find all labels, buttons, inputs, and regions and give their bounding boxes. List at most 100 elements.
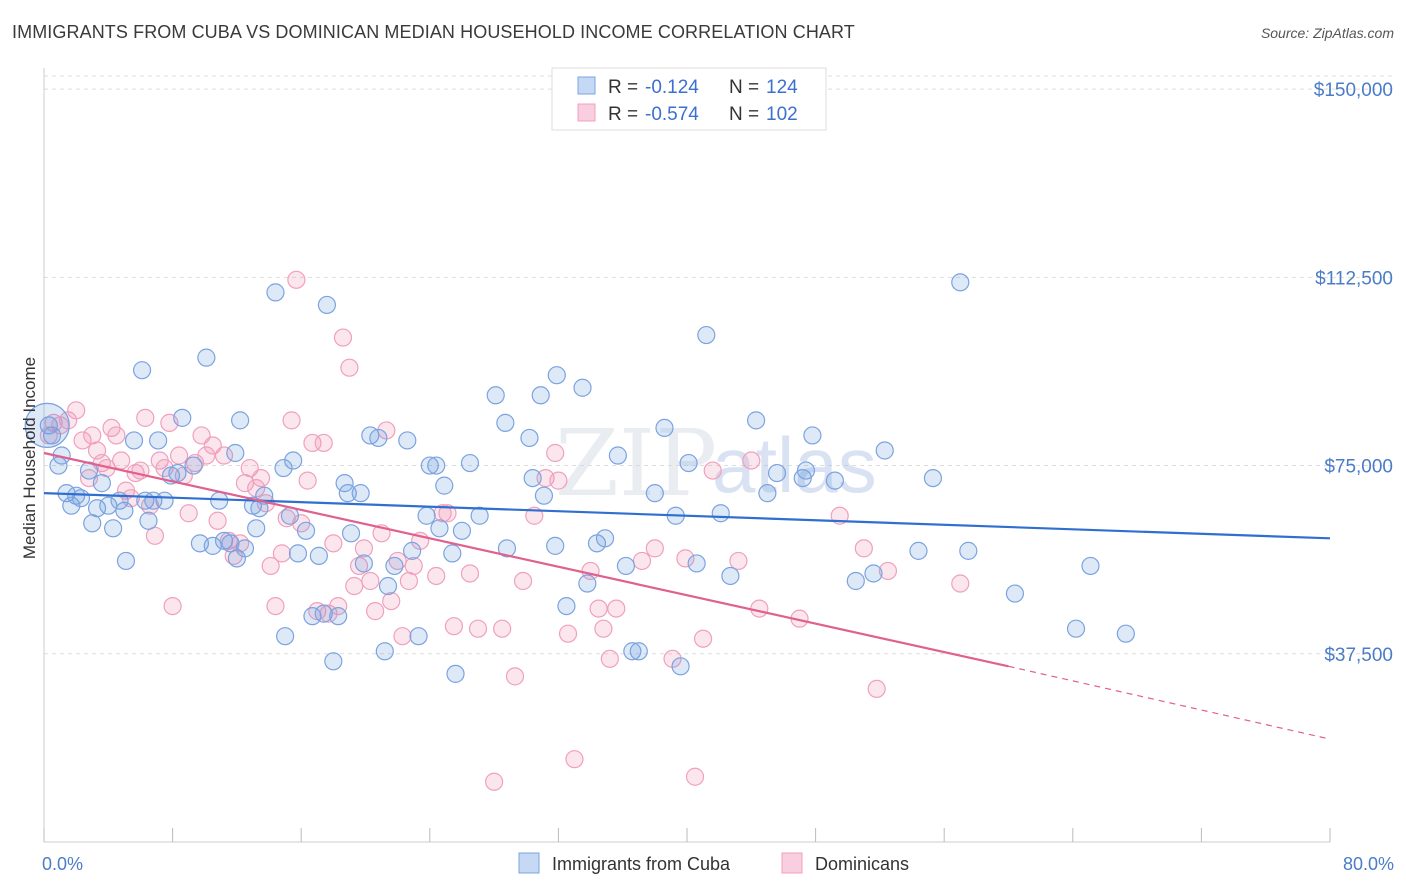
point-cuba — [197, 348, 216, 367]
point-cuba — [341, 524, 361, 543]
point-dominican — [277, 509, 296, 528]
point-dominican — [169, 446, 189, 465]
legend-swatch-cuba — [577, 76, 596, 95]
point-cuba — [369, 428, 388, 448]
point-cuba — [403, 541, 422, 560]
point-dominican — [107, 426, 126, 445]
legend-n-label-dominican: N = — [729, 104, 759, 125]
point-dominican — [399, 571, 419, 591]
point-cuba — [671, 657, 690, 676]
y-axis-label: Median Household Income — [20, 357, 39, 559]
point-dominican — [333, 328, 353, 347]
point-cuba — [546, 536, 565, 555]
point-dominican — [485, 772, 504, 791]
point-cuba — [409, 627, 428, 646]
point-cuba — [124, 431, 144, 450]
point-cuba — [62, 496, 81, 515]
bottom-legend-label-cuba: Immigrants from Cuba — [552, 854, 731, 874]
point-dominican — [685, 767, 705, 786]
point-cuba — [531, 386, 550, 405]
point-cuba — [721, 566, 740, 586]
point-cuba — [875, 441, 894, 460]
point-cuba — [520, 428, 539, 448]
point-dominican — [287, 270, 306, 289]
point-cuba — [758, 484, 777, 503]
point-cuba — [184, 456, 203, 475]
watermark-atlas: atlas — [712, 421, 877, 509]
point-dominican — [298, 471, 317, 490]
point-cuba — [231, 411, 250, 430]
point-dominican — [314, 433, 333, 453]
point-cuba — [398, 431, 417, 450]
point-cuba — [767, 463, 787, 483]
point-dominican — [208, 511, 227, 530]
point-cuba — [1005, 584, 1025, 603]
point-dominican — [393, 627, 412, 646]
point-cuba — [385, 556, 404, 576]
y-tick-label: $37,500 — [1324, 645, 1393, 666]
point-cuba — [335, 474, 354, 493]
point-dominican — [493, 619, 512, 638]
point-cuba — [92, 474, 111, 493]
x-tick-min: 0.0% — [42, 854, 83, 874]
point-dominican — [703, 461, 722, 480]
point-dominican — [607, 599, 626, 618]
y-tick-label: $75,000 — [1324, 457, 1393, 478]
legend: R = -0.124 N = 124 R = -0.574 N = 102 — [551, 67, 827, 131]
source-credit: Source: ZipAtlas.com — [1260, 25, 1394, 41]
gridlines — [44, 75, 1393, 655]
point-cuba-cluster — [24, 402, 70, 448]
point-dominican — [251, 468, 271, 488]
point-dominican — [145, 526, 165, 545]
point-dominican — [266, 596, 285, 616]
point-cuba — [317, 295, 337, 315]
point-cuba — [645, 484, 664, 503]
point-cuba — [608, 446, 627, 465]
point-cuba — [578, 574, 597, 593]
point-cuba — [711, 504, 730, 523]
legend-swatch-dominican — [577, 103, 596, 122]
point-dominican — [693, 629, 713, 648]
point-dominican — [404, 556, 423, 576]
point-cuba — [354, 554, 373, 573]
point-dominican — [438, 504, 457, 523]
point-cuba — [288, 544, 308, 563]
legend-n-label-cuba: N = — [729, 77, 759, 98]
point-cuba — [430, 519, 449, 538]
point-dominican — [361, 571, 380, 591]
point-dominican — [444, 617, 464, 636]
point-cuba — [115, 501, 134, 520]
point-dominican — [282, 411, 301, 430]
point-cuba — [825, 471, 844, 490]
trend-line-dominican-extension — [1008, 665, 1331, 740]
point-cuba — [452, 521, 472, 540]
point-cuba — [417, 506, 436, 525]
point-dominican — [366, 602, 385, 621]
point-cuba — [496, 413, 515, 432]
point-cuba — [747, 411, 766, 430]
point-cuba — [116, 551, 136, 571]
point-cuba — [168, 463, 187, 483]
point-dominican — [505, 667, 525, 686]
bottom-legend: Immigrants from Cuba Dominicans — [518, 852, 909, 874]
point-cuba — [909, 541, 928, 560]
point-dominican — [345, 576, 364, 596]
point-cuba — [303, 607, 322, 626]
point-cuba — [274, 458, 293, 478]
point-dominican — [354, 539, 373, 558]
point-cuba — [104, 519, 123, 538]
bottom-legend-swatch-cuba — [518, 852, 540, 874]
point-dominican — [112, 451, 131, 470]
point-dominican — [645, 539, 664, 558]
point-dominican — [163, 596, 182, 616]
point-cuba — [351, 484, 370, 503]
axes — [43, 68, 1331, 843]
point-cuba — [864, 564, 883, 583]
point-cuba — [1116, 624, 1135, 643]
point-cuba — [87, 499, 107, 518]
point-cuba — [155, 491, 174, 510]
point-cuba — [557, 596, 576, 616]
point-cuba — [796, 461, 816, 480]
point-cuba — [329, 607, 348, 626]
point-cuba — [697, 325, 716, 345]
